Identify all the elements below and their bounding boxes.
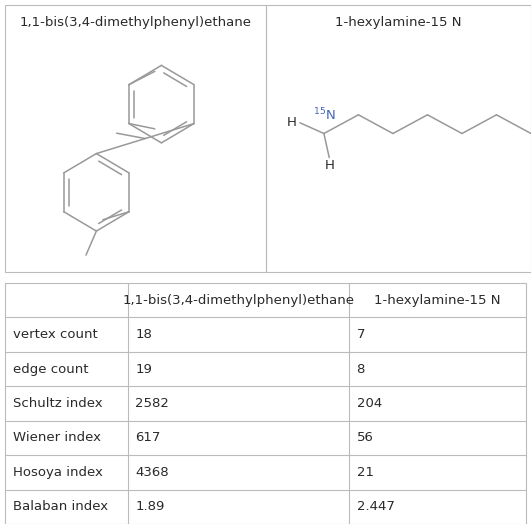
- Text: vertex count: vertex count: [13, 328, 98, 341]
- Text: Hosoya index: Hosoya index: [13, 466, 103, 479]
- Text: 8: 8: [357, 363, 365, 376]
- Text: 56: 56: [357, 431, 373, 444]
- Text: 204: 204: [357, 397, 382, 410]
- Text: 1,1-bis(3,4-dimethylphenyl)ethane: 1,1-bis(3,4-dimethylphenyl)ethane: [20, 16, 251, 29]
- Text: 2582: 2582: [135, 397, 169, 410]
- Text: H: H: [287, 116, 297, 129]
- Text: 7: 7: [357, 328, 365, 341]
- Text: Wiener index: Wiener index: [13, 431, 101, 444]
- Text: 21: 21: [357, 466, 374, 479]
- Text: 19: 19: [135, 363, 152, 376]
- Text: 1.89: 1.89: [135, 500, 165, 514]
- Text: 617: 617: [135, 431, 161, 444]
- Text: H: H: [324, 159, 334, 172]
- Text: 1-hexylamine-15 N: 1-hexylamine-15 N: [335, 16, 461, 29]
- Text: 4368: 4368: [135, 466, 169, 479]
- Text: $^{15}$N: $^{15}$N: [313, 106, 336, 123]
- Text: edge count: edge count: [13, 363, 89, 376]
- Text: Schultz index: Schultz index: [13, 397, 102, 410]
- Text: Balaban index: Balaban index: [13, 500, 108, 514]
- Text: 18: 18: [135, 328, 152, 341]
- Text: 2.447: 2.447: [357, 500, 395, 514]
- Text: 1,1-bis(3,4-dimethylphenyl)ethane: 1,1-bis(3,4-dimethylphenyl)ethane: [122, 293, 354, 307]
- Text: 1-hexylamine-15 N: 1-hexylamine-15 N: [374, 293, 501, 307]
